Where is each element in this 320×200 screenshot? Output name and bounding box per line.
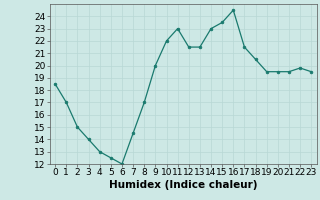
X-axis label: Humidex (Indice chaleur): Humidex (Indice chaleur) (109, 180, 258, 190)
